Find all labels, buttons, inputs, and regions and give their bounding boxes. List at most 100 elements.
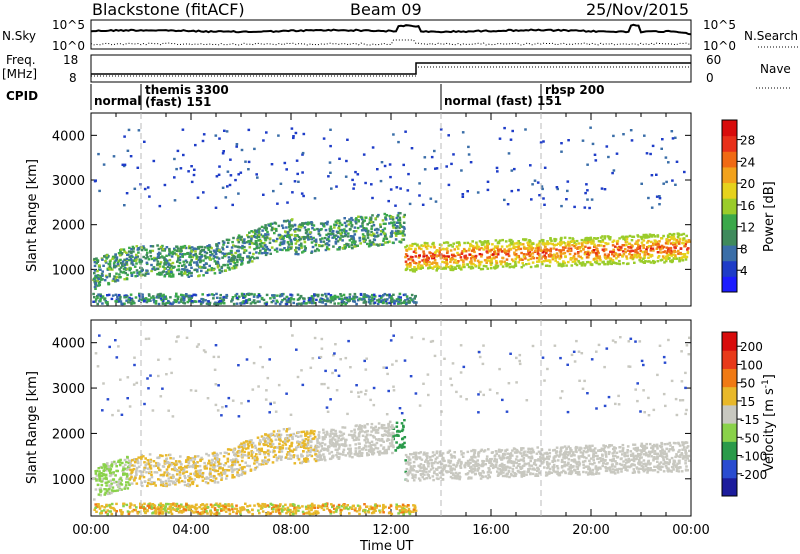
echo-cell: [659, 259, 663, 262]
echo-cell: [629, 129, 633, 132]
echo-cell: [156, 464, 160, 467]
echo-cell: [291, 437, 294, 441]
echo-cell: [97, 277, 101, 281]
echo-cell: [336, 240, 340, 243]
echo-cell: [300, 224, 304, 227]
echo-cell: [406, 189, 410, 192]
echo-cell: [299, 242, 303, 245]
echo-cell: [377, 228, 380, 231]
echo-cell: [402, 226, 406, 229]
echo-cell: [462, 250, 466, 253]
echo-cell: [172, 266, 175, 269]
y-tick-label: 2000: [52, 427, 85, 442]
echo-cell: [508, 239, 511, 242]
echo-cell: [234, 457, 238, 461]
echo-cell: [161, 247, 165, 251]
echo-cell: [154, 302, 158, 305]
echo-cell: [485, 261, 488, 264]
echo-cell: [601, 464, 604, 468]
echo-cell: [649, 152, 652, 156]
echo-cell: [584, 444, 588, 448]
echo-cell: [558, 262, 561, 265]
echo-cell: [104, 274, 108, 278]
echo-cell: [316, 227, 319, 231]
echo-cell: [236, 460, 240, 464]
echo-cell: [601, 459, 605, 462]
echo-cell: [622, 237, 625, 241]
echo-cell: [362, 227, 365, 230]
echo-cell: [384, 433, 388, 437]
echo-cell: [304, 247, 307, 250]
echo-cell: [134, 275, 137, 278]
echo-cell: [656, 256, 660, 259]
echo-cell: [248, 251, 252, 255]
echo-cell: [398, 216, 402, 219]
echo-cell: [246, 447, 250, 450]
echo-cell: [138, 260, 141, 264]
echo-cell: [439, 476, 443, 479]
echo-cell: [395, 186, 399, 189]
echo-cell: [276, 294, 279, 297]
echo-cell: [506, 203, 510, 206]
echo-cell: [176, 247, 180, 250]
echo-cell: [178, 255, 182, 259]
echo-cell: [94, 280, 98, 283]
cpid-segment-0: normal: [94, 94, 141, 108]
echo-cell: [263, 453, 266, 456]
echo-cell: [118, 478, 121, 481]
echo-cell: [517, 459, 521, 462]
echo-cell: [371, 299, 375, 302]
echo-cell: [414, 242, 417, 246]
echo-cell: [423, 244, 427, 247]
echo-cell: [260, 252, 264, 255]
echo-cell: [349, 227, 352, 231]
echo-cell: [324, 295, 328, 298]
echo-cell: [675, 241, 678, 244]
echo-cell: [333, 434, 336, 438]
echo-cell: [497, 241, 501, 245]
echo-cell: [216, 249, 219, 253]
echo-cell: [573, 241, 576, 244]
echo-cell: [145, 253, 149, 257]
echo-cell: [599, 244, 603, 247]
echo-cell: [271, 461, 275, 464]
echo-cell: [112, 265, 116, 269]
echo-cell: [641, 250, 645, 254]
echo-cell: [369, 219, 373, 222]
echo-cell: [297, 253, 300, 256]
echo-cell: [425, 477, 428, 480]
echo-cell: [671, 137, 675, 140]
echo-cell: [495, 260, 498, 263]
echo-cell: [545, 249, 549, 252]
echo-cell: [453, 456, 457, 459]
echo-cell: [176, 149, 180, 153]
echo-cell: [425, 456, 429, 460]
echo-cell: [334, 223, 338, 227]
echo-cell: [324, 228, 328, 232]
echo-cell: [136, 274, 139, 277]
echo-cell: [176, 260, 179, 263]
echo-cell: [651, 247, 655, 250]
echo-cell: [616, 253, 619, 257]
echo-cell: [241, 294, 244, 297]
echo-cell: [390, 295, 393, 298]
echo-cell: [256, 300, 259, 303]
y-tick-label: 2000: [52, 219, 85, 234]
echo-cell: [449, 257, 452, 261]
echo-cell: [129, 293, 133, 296]
echo-cell: [259, 240, 263, 243]
echo-cell: [234, 264, 237, 267]
echo-cell: [531, 449, 535, 452]
echo-cell: [567, 240, 570, 244]
echo-cell: [682, 443, 685, 446]
echo-cell: [638, 254, 641, 257]
echo-cell: [280, 300, 283, 304]
echo-cell: [188, 294, 191, 298]
echo-cell: [204, 257, 207, 260]
echo-cell: [386, 431, 390, 434]
echo-cell: [297, 302, 301, 305]
echo-cell: [400, 238, 404, 241]
echo-cell: [480, 241, 483, 244]
echo-cell: [485, 244, 489, 247]
echo-cell: [290, 127, 294, 130]
